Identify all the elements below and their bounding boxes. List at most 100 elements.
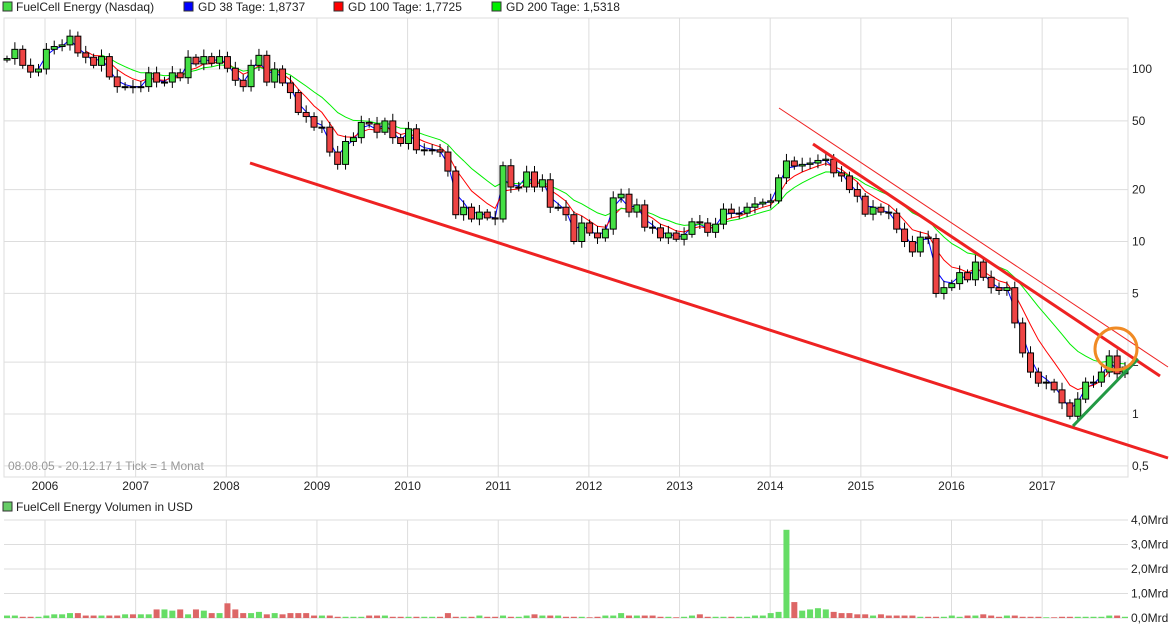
volume-bar <box>539 615 546 618</box>
x-tick-label: 2014 <box>757 479 784 493</box>
volume-bar <box>996 616 1003 618</box>
volume-bar <box>665 616 672 618</box>
volume-bar <box>1019 616 1026 618</box>
volume-bar <box>917 616 924 618</box>
candle-body <box>357 121 365 139</box>
candle-body <box>42 48 50 70</box>
volume-bar <box>224 603 231 618</box>
candle-body <box>444 151 452 172</box>
candle-body <box>499 165 507 220</box>
x-tick-label: 2010 <box>394 479 421 493</box>
candle-body <box>475 211 483 220</box>
candle-body <box>310 116 318 128</box>
volume-bar <box>43 615 50 618</box>
volume-bar <box>854 614 861 618</box>
y-tick-label: 0,5 <box>1132 459 1149 473</box>
volume-bar <box>106 615 113 618</box>
candle-body <box>633 204 641 213</box>
candle-body <box>105 56 113 78</box>
candle-body <box>3 58 11 61</box>
volume-tick-label: 4,0Mrd <box>1131 513 1168 527</box>
candle-body <box>200 56 208 65</box>
candle-body <box>468 206 476 220</box>
volume-bar <box>374 615 381 618</box>
legend-gd200: GD 200 Tage: 1,5318 <box>506 0 620 14</box>
volume-bar <box>570 616 577 618</box>
volume-bar <box>295 613 302 618</box>
legend-swatch-volume <box>2 501 13 512</box>
volume-tick-label: 0,0Mrd <box>1131 611 1168 625</box>
volume-bar <box>255 611 262 618</box>
candle-body <box>617 193 625 199</box>
candle-body <box>775 177 783 202</box>
volume-bar <box>232 609 239 618</box>
volume-bar <box>342 616 349 618</box>
candle-body <box>704 222 712 233</box>
volume-bar <box>948 615 955 618</box>
volume-bar <box>405 616 412 618</box>
volume-bar <box>1003 615 1010 618</box>
candle-body <box>74 35 82 54</box>
price-panel-frame <box>3 17 1129 478</box>
volume-bar <box>397 616 404 618</box>
y-tick-label: 1 <box>1132 407 1139 421</box>
volume-bar <box>602 615 609 618</box>
candle-body <box>782 160 790 179</box>
candle-body <box>483 211 491 219</box>
candles <box>3 29 1129 423</box>
volume-bar <box>161 609 168 618</box>
volume-bar <box>1066 616 1073 618</box>
candle-body <box>719 208 727 225</box>
candle-body <box>609 197 617 230</box>
time-axis: 2006 2007 2008 2009 2010 2011 2012 2013 2014 2015… <box>32 479 1056 493</box>
volume-bar <box>649 615 656 618</box>
volume-bar <box>759 615 766 618</box>
volume-bar <box>129 614 136 618</box>
candle-body <box>491 217 499 220</box>
candle-body <box>578 222 586 243</box>
uptrend-line <box>1071 357 1140 428</box>
candle-body <box>11 48 19 60</box>
candle-body <box>1042 381 1050 384</box>
candle-body <box>97 56 105 66</box>
volume-bar <box>263 614 270 618</box>
x-tick-label: 2011 <box>485 479 511 493</box>
candle-body <box>160 81 168 84</box>
volume-bar <box>90 615 97 618</box>
candle-body <box>830 158 838 174</box>
candle-body <box>223 56 231 69</box>
volume-bar <box>704 616 711 618</box>
date-range-info: 08.08.05 - 20.12.17 1 Tick = 1 Monat <box>8 459 204 473</box>
candle-body <box>743 206 751 214</box>
candle-body <box>727 208 735 214</box>
x-tick-label: 2012 <box>576 479 603 493</box>
candle-body <box>82 52 90 58</box>
candle-body <box>507 165 515 188</box>
candle-body <box>381 120 389 133</box>
candle-body <box>255 54 263 66</box>
volume-bar <box>783 529 790 618</box>
candle-body <box>231 67 239 81</box>
candle-body <box>1113 355 1121 375</box>
candle-body <box>176 72 184 79</box>
volume-bar <box>799 610 806 618</box>
volume-bar <box>586 617 593 618</box>
candle-body <box>1058 389 1066 404</box>
volume-axis: 4,0Mrd 3,0Mrd 2,0Mrd 1,0Mrd 0,0Mrd <box>1131 513 1168 625</box>
candle-body <box>641 204 649 228</box>
volume-bar <box>870 615 877 618</box>
volume-bar <box>563 616 569 618</box>
legend: FuelCell Energy (Nasdaq) GD 38 Tage: 1,8… <box>2 0 620 14</box>
volume-bar <box>720 616 727 618</box>
candle-body <box>908 241 916 253</box>
candle-body <box>979 261 987 278</box>
volume-bar <box>279 614 286 618</box>
candle-body <box>208 56 216 64</box>
candle-body <box>1050 381 1058 391</box>
candle-body <box>845 175 853 191</box>
candle-body <box>806 162 814 165</box>
volume-bar <box>153 609 160 618</box>
volume-bar <box>200 610 207 618</box>
volume-bar <box>956 616 963 618</box>
